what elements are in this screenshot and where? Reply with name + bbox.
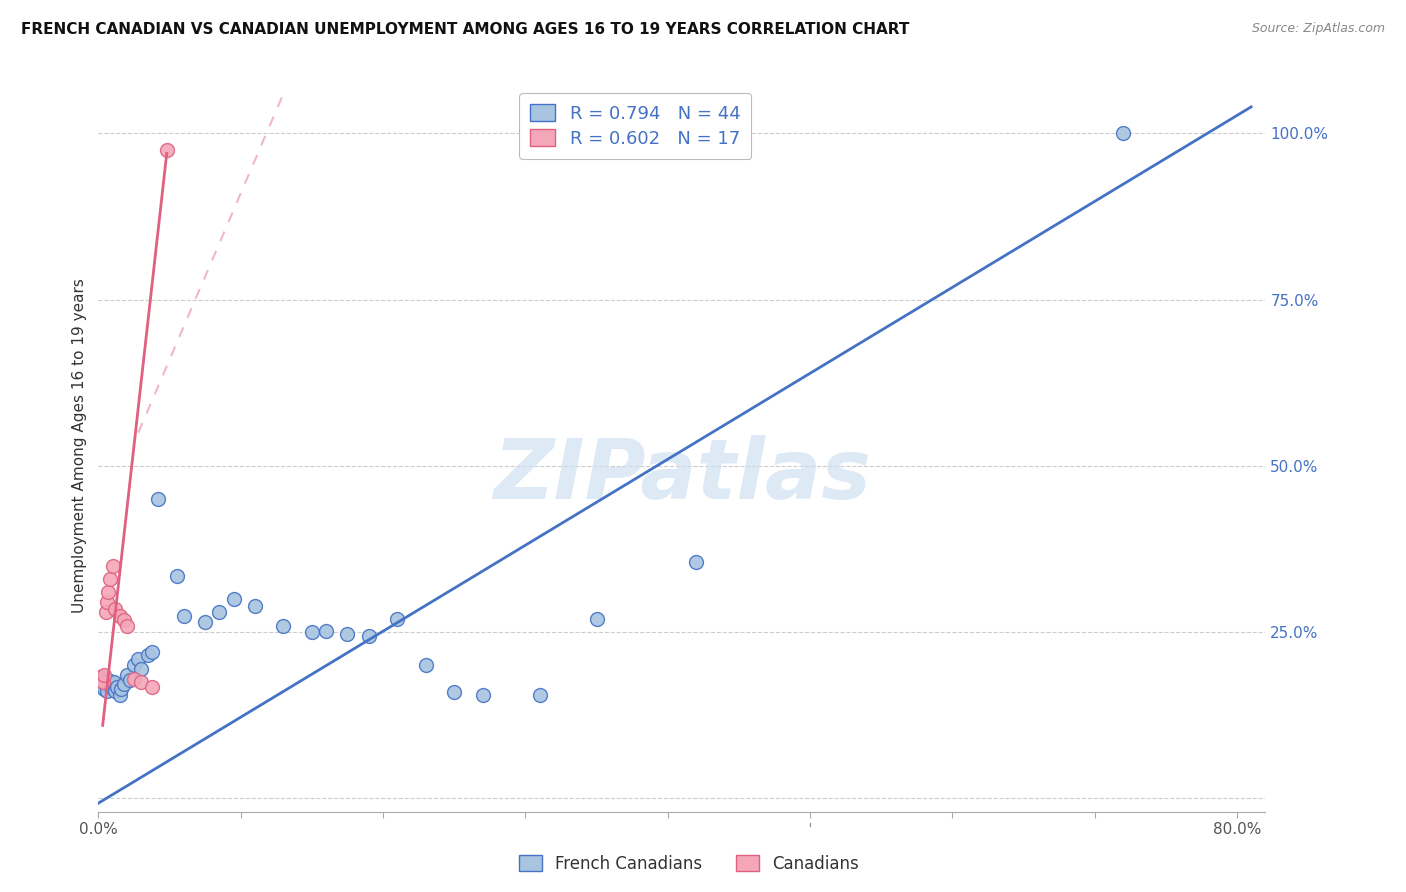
Point: [415, 658, 437, 673]
Point: [122, 672, 145, 686]
Point: [94, 678, 117, 692]
Y-axis label: Unemployment Among Ages 16 to 19 years: Unemployment Among Ages 16 to 19 years: [72, 278, 87, 614]
Point: [115, 618, 138, 632]
Point: [148, 492, 170, 507]
Point: [141, 645, 163, 659]
Point: [166, 568, 188, 582]
Point: [90, 673, 112, 687]
Point: [100, 680, 122, 694]
Point: [97, 673, 120, 687]
Point: [222, 591, 245, 606]
Point: [104, 602, 127, 616]
Point: [118, 673, 141, 687]
Point: [1112, 127, 1135, 141]
Point: [103, 675, 125, 690]
Point: [336, 626, 359, 640]
Point: [173, 608, 195, 623]
Point: [101, 558, 124, 573]
Point: [96, 595, 118, 609]
Point: [93, 668, 115, 682]
Point: [529, 689, 551, 703]
Point: [112, 677, 135, 691]
Point: [357, 628, 380, 642]
Point: [685, 555, 707, 569]
Point: [112, 613, 135, 627]
Point: [115, 668, 138, 682]
Point: [91, 675, 114, 690]
Point: [90, 677, 112, 691]
Point: [129, 675, 152, 690]
Point: [101, 677, 124, 691]
Point: [387, 612, 409, 626]
Point: [315, 624, 337, 638]
Point: [89, 670, 111, 684]
Point: [105, 680, 128, 694]
Point: [94, 605, 117, 619]
Point: [97, 585, 120, 599]
Text: ZIPatlas: ZIPatlas: [494, 434, 870, 516]
Text: Source: ZipAtlas.com: Source: ZipAtlas.com: [1251, 22, 1385, 36]
Point: [108, 608, 131, 623]
Legend: R = 0.794   N = 44, R = 0.602   N = 17: R = 0.794 N = 44, R = 0.602 N = 17: [519, 93, 751, 159]
Point: [156, 143, 179, 157]
Text: FRENCH CANADIAN VS CANADIAN UNEMPLOYMENT AMONG AGES 16 TO 19 YEARS CORRELATION C: FRENCH CANADIAN VS CANADIAN UNEMPLOYMENT…: [21, 22, 910, 37]
Point: [98, 572, 121, 586]
Point: [585, 612, 607, 626]
Point: [443, 685, 465, 699]
Point: [91, 672, 114, 686]
Point: [89, 675, 111, 690]
Point: [471, 689, 494, 703]
Point: [93, 681, 115, 696]
Point: [129, 662, 152, 676]
Point: [136, 648, 159, 663]
Point: [96, 683, 118, 698]
Point: [194, 615, 217, 630]
Legend: French Canadians, Canadians: French Canadians, Canadians: [512, 848, 866, 880]
Point: [110, 681, 132, 696]
Point: [104, 683, 127, 698]
Point: [108, 689, 131, 703]
Point: [208, 605, 231, 619]
Point: [98, 675, 121, 690]
Point: [91, 680, 114, 694]
Point: [243, 599, 266, 613]
Point: [273, 618, 295, 632]
Point: [141, 680, 163, 694]
Point: [301, 625, 323, 640]
Point: [122, 658, 145, 673]
Point: [127, 652, 149, 666]
